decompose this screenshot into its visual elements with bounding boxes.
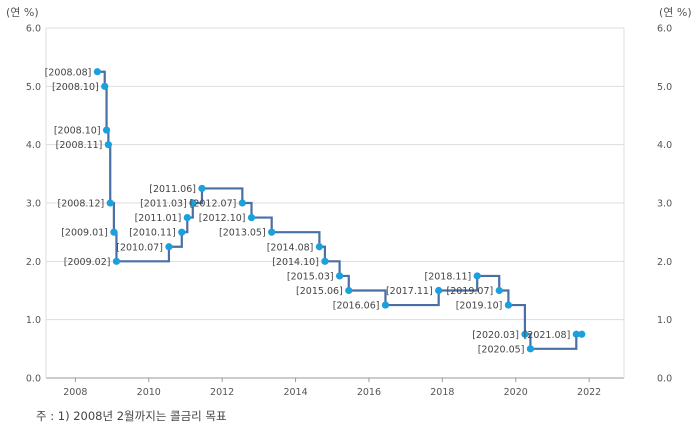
data-label: [2008.10] [52, 82, 99, 93]
data-point [198, 184, 206, 193]
data-label: [2015.06] [296, 286, 343, 297]
data-label: [2012.10] [199, 213, 246, 224]
data-point [93, 68, 101, 76]
data-label: [2009.02] [64, 257, 111, 268]
y-tick-label-left: 3.0 [26, 199, 41, 210]
data-point [104, 141, 112, 149]
data-label: [2014.10] [272, 257, 319, 268]
data-point [183, 213, 191, 222]
data-label: [2009.01] [61, 228, 108, 239]
grid-layer [46, 27, 624, 379]
data-label: [2019.10] [456, 301, 503, 312]
x-tick-label: 2020 [504, 387, 528, 398]
x-tick-label: 2008 [63, 387, 87, 398]
y-tick-label-right: 4.0 [657, 140, 672, 151]
data-point [578, 330, 586, 338]
data-point [521, 330, 529, 338]
data-label: [2020.03] [472, 330, 519, 341]
data-label: [2020.05] [478, 344, 525, 355]
data-label: [2012.07] [190, 199, 237, 210]
data-label: [2011.03] [140, 199, 187, 210]
data-point [101, 82, 109, 90]
data-label: [2008.12] [58, 199, 105, 210]
data-label: [2021.08] [524, 330, 571, 341]
data-point [321, 257, 329, 265]
data-point [315, 243, 324, 251]
data-label: [2013.05] [219, 228, 266, 239]
points-layer [93, 68, 586, 353]
y-unit-right: (연 %) [659, 6, 692, 19]
y-tick-label-left: 4.0 [26, 140, 41, 151]
data-label: [2010.11] [129, 228, 176, 239]
y-tick-label-left: 5.0 [26, 82, 41, 93]
data-point [495, 286, 503, 295]
data-point [110, 228, 118, 236]
data-point [526, 345, 535, 353]
axis-layer: 0.0 0.0 1.0 1.0 2.0 2.0 3.0 3.0 4.0 4.0 5.0 5.0 6.0 6… [6, 6, 692, 398]
y-tick-label-left: 2.0 [26, 257, 41, 268]
data-label: [2018.11] [425, 271, 472, 282]
data-point [247, 213, 256, 222]
footnote: 주 : 1) 2008년 2월까지는 콜금리 목표 [36, 409, 227, 423]
y-tick-label-left: 6.0 [26, 24, 41, 35]
x-tick-label: 2014 [283, 387, 307, 398]
data-label: [2015.03] [287, 271, 334, 282]
data-point [335, 272, 344, 280]
data-point [572, 330, 580, 338]
y-tick-label-right: 1.0 [657, 315, 672, 326]
data-label: [2016.06] [333, 301, 380, 312]
y-tick-label-left: 0.0 [26, 374, 41, 385]
data-label: [2019.07] [447, 286, 494, 297]
x-tick-label: 2012 [210, 387, 234, 398]
y-tick-label-right: 5.0 [657, 82, 672, 93]
y-tick-label-left: 1.0 [26, 315, 41, 326]
data-label: [2011.01] [135, 213, 182, 224]
data-label: [2011.06] [149, 184, 196, 195]
y-unit-left: (연 %) [6, 6, 39, 19]
data-label: [2014.08] [267, 242, 314, 253]
data-point [345, 286, 353, 295]
data-label: [2008.11] [56, 140, 103, 151]
data-point [112, 257, 121, 265]
data-point [102, 126, 111, 134]
y-tick-label-right: 2.0 [657, 257, 672, 268]
data-point [178, 228, 186, 236]
data-point [165, 243, 173, 251]
data-label: [2008.10] [54, 126, 101, 137]
x-tick-label: 2022 [577, 387, 601, 398]
data-label: [2017.11] [386, 286, 433, 297]
data-point [238, 199, 246, 207]
data-point [473, 272, 481, 280]
data-label: [2010.07] [116, 242, 163, 253]
data-point [504, 301, 512, 309]
labels-layer: [2008.08] [2008.10] [2008.10] [2008.11] [200… [45, 67, 571, 355]
data-point [106, 199, 114, 207]
data-point [435, 286, 443, 295]
data-point [189, 199, 197, 207]
x-tick-label: 2018 [430, 387, 454, 398]
data-label: [2008.08] [45, 67, 92, 78]
y-tick-label-right: 0.0 [657, 374, 672, 385]
y-tick-label-right: 3.0 [657, 199, 672, 210]
data-point [268, 228, 276, 236]
x-tick-label: 2010 [137, 387, 161, 398]
y-tick-label-right: 6.0 [657, 24, 672, 35]
x-tick-label: 2016 [357, 387, 381, 398]
data-point [381, 301, 390, 309]
